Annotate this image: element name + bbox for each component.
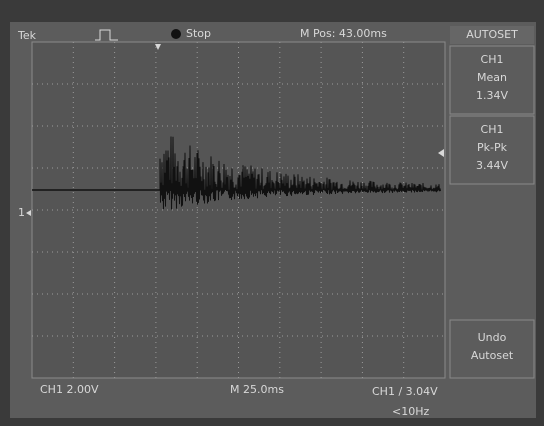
grid: [32, 42, 445, 378]
menu-label: CH1: [481, 123, 504, 136]
menu-box[interactable]: [449, 115, 535, 185]
menu-label: 3.44V: [476, 159, 508, 172]
menu-box[interactable]: [449, 45, 535, 115]
menu-label: Autoset: [471, 349, 514, 362]
status: Stop: [186, 27, 211, 40]
position: M Pos: 43.00ms: [300, 27, 387, 40]
trigger-icon: [95, 29, 118, 41]
channel-arrow: [26, 210, 31, 216]
frequency: <10Hz: [392, 405, 429, 418]
menu: AUTOSET CH1 Mean 1.34V CH1 Pk-Pk 3.44V Undo Aut…: [449, 26, 535, 379]
menu-title: AUTOSET: [466, 28, 518, 41]
menu-title-box: [450, 26, 534, 44]
menu-label: Pk-Pk: [477, 141, 508, 154]
trigger-level-marker: [438, 149, 444, 157]
run-indicator: [171, 29, 181, 39]
timebase: M 25.0ms: [230, 383, 284, 396]
menu-label: Mean: [477, 71, 507, 84]
menu-label: CH1: [481, 53, 504, 66]
channel-marker: 1: [18, 206, 25, 219]
menu-box[interactable]: [449, 319, 535, 379]
trigger-position-marker: [155, 44, 161, 50]
menu-label: Undo: [478, 331, 507, 344]
trigger: CH1 / 3.04V: [372, 385, 438, 398]
waveform: [159, 136, 441, 210]
brand: Tek: [17, 29, 37, 42]
menu-label: 1.34V: [476, 89, 508, 102]
scale: CH1 2.00V: [40, 383, 99, 396]
